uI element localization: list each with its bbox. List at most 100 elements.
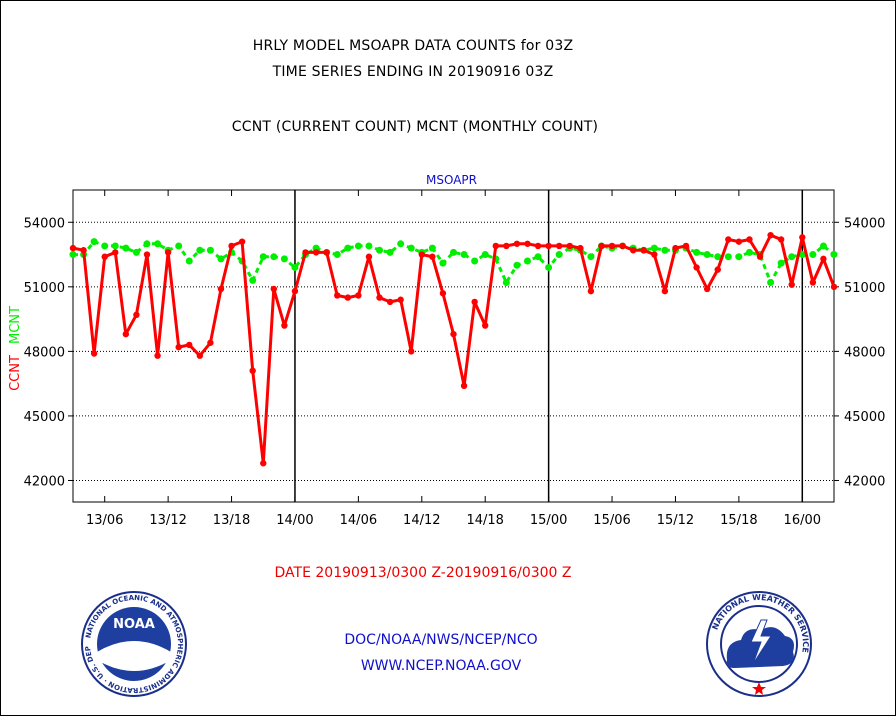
point-ccnt xyxy=(661,287,669,295)
point-ccnt xyxy=(386,298,394,306)
point-ccnt xyxy=(714,266,721,273)
point-ccnt xyxy=(408,348,415,355)
point-ccnt xyxy=(344,294,352,301)
y-tick-label-right: 54000 xyxy=(844,216,885,231)
x-tick-label: 16/00 xyxy=(784,513,821,528)
x-tick-label: 14/12 xyxy=(403,513,440,528)
point-ccnt xyxy=(418,251,425,258)
point-mcnt xyxy=(767,279,775,287)
point-mcnt xyxy=(249,276,257,284)
x-tick-label: 13/18 xyxy=(213,513,250,528)
point-ccnt xyxy=(513,240,521,247)
point-ccnt xyxy=(482,322,489,329)
point-mcnt xyxy=(111,242,119,250)
point-mcnt xyxy=(555,251,563,259)
point-ccnt xyxy=(555,242,563,250)
point-mcnt xyxy=(217,255,225,263)
point-mcnt xyxy=(154,240,162,248)
point-mcnt xyxy=(69,251,77,259)
point-ccnt xyxy=(598,242,605,250)
plot-area xyxy=(72,189,835,503)
point-mcnt xyxy=(513,261,521,269)
point-ccnt xyxy=(376,294,383,301)
y-tick-label: 42000 xyxy=(24,474,65,489)
point-mcnt xyxy=(650,244,658,252)
point-mcnt xyxy=(365,242,373,250)
point-mcnt xyxy=(502,279,510,287)
point-mcnt xyxy=(280,255,288,263)
point-mcnt xyxy=(703,251,711,259)
point-mcnt xyxy=(333,251,341,259)
point-ccnt xyxy=(101,253,108,260)
point-ccnt xyxy=(735,238,743,245)
y-tick-label: 48000 xyxy=(24,345,65,360)
point-ccnt xyxy=(651,251,658,258)
date-range-label: DATE 20190913/0300 Z-20190916/0300 Z xyxy=(274,565,572,581)
point-ccnt xyxy=(143,251,151,258)
point-ccnt xyxy=(270,285,278,293)
point-ccnt xyxy=(291,287,299,295)
point-ccnt xyxy=(112,249,119,256)
point-mcnt xyxy=(386,248,394,256)
point-ccnt xyxy=(80,247,87,254)
x-tick-label: 15/12 xyxy=(657,513,694,528)
point-ccnt xyxy=(249,367,256,374)
point-mcnt xyxy=(143,240,151,248)
point-ccnt xyxy=(122,330,130,338)
point-mcnt xyxy=(344,244,352,252)
point-ccnt xyxy=(302,249,309,256)
point-ccnt xyxy=(524,240,531,247)
point-mcnt xyxy=(376,246,384,254)
point-ccnt xyxy=(703,285,711,293)
point-mcnt xyxy=(460,251,468,259)
point-ccnt xyxy=(90,350,98,357)
point-ccnt xyxy=(492,242,499,250)
x-tick-label: 14/18 xyxy=(466,513,503,528)
point-mcnt xyxy=(122,244,130,252)
point-ccnt xyxy=(756,253,764,260)
point-ccnt xyxy=(397,296,404,303)
point-mcnt xyxy=(439,259,447,267)
chart-title-line-1: HRLY MODEL MSOAPR DATA COUNTS for 03Z xyxy=(252,38,574,54)
point-mcnt xyxy=(724,253,732,261)
point-mcnt xyxy=(830,251,838,259)
point-ccnt xyxy=(334,292,341,299)
point-mcnt xyxy=(206,246,214,254)
point-mcnt xyxy=(428,244,436,252)
org-label: DOC/NOAA/NWS/NCEP/NCO xyxy=(344,632,538,648)
point-ccnt xyxy=(69,244,77,252)
point-mcnt xyxy=(819,242,827,250)
noaa-logo-icon: NATIONAL OCEANIC AND ATMOSPHERIC ADMINIS… xyxy=(80,590,187,697)
chart-title-line-3: CCNT (CURRENT COUNT) MCNT (MONTHLY COUNT… xyxy=(231,119,599,135)
point-ccnt xyxy=(619,242,626,250)
point-ccnt xyxy=(323,249,330,256)
point-mcnt xyxy=(397,240,405,248)
point-ccnt xyxy=(672,244,679,252)
point-mcnt xyxy=(196,246,204,254)
chart-title-line-2: TIME SERIES ENDING IN 20190916 03Z xyxy=(272,64,554,80)
point-mcnt xyxy=(407,244,415,252)
x-tick-label: 15/00 xyxy=(530,513,567,528)
point-ccnt xyxy=(577,244,584,252)
point-ccnt xyxy=(365,253,373,260)
point-ccnt xyxy=(725,236,732,243)
point-ccnt xyxy=(608,242,616,250)
point-ccnt xyxy=(693,264,700,271)
url-label: WWW.NCEP.NOAA.GOV xyxy=(360,658,522,674)
point-ccnt xyxy=(767,231,774,239)
point-mcnt xyxy=(788,253,796,261)
point-mcnt xyxy=(777,259,785,267)
x-tick-label: 15/06 xyxy=(593,513,630,528)
point-mcnt xyxy=(450,248,457,256)
y-tick-label-right: 45000 xyxy=(844,410,885,425)
point-ccnt xyxy=(820,255,827,263)
y-tick-label: 51000 xyxy=(24,281,65,296)
point-mcnt xyxy=(545,263,553,271)
y-axis-label-ccnt: CCNT xyxy=(8,355,23,391)
point-ccnt xyxy=(640,247,647,254)
y-tick-label: 54000 xyxy=(24,216,65,231)
y-tick-label-right: 42000 xyxy=(844,474,885,489)
point-ccnt xyxy=(260,460,267,467)
